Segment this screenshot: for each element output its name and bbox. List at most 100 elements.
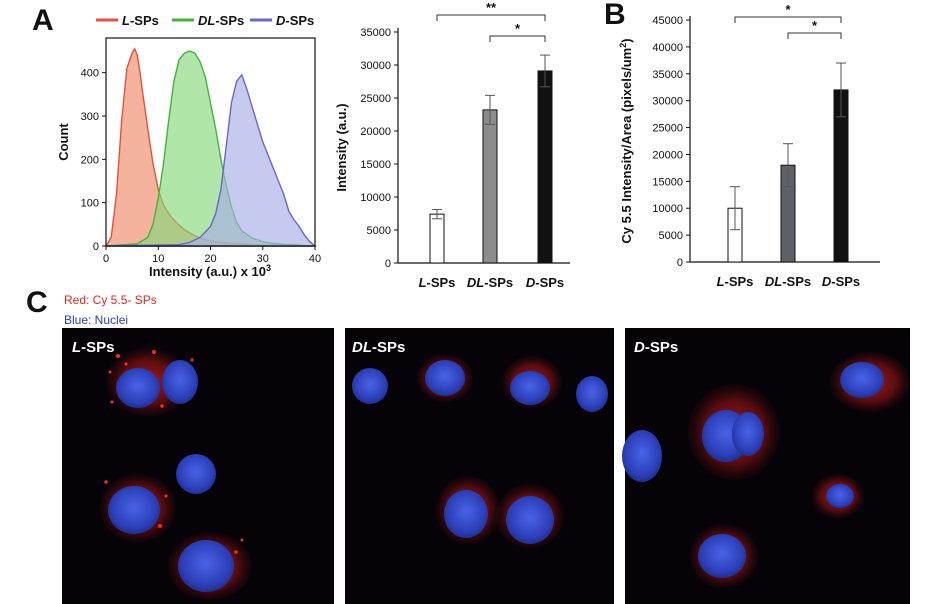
nucleus bbox=[352, 368, 388, 404]
y-tick-label: 5000 bbox=[659, 230, 683, 242]
y-tick-label: 25000 bbox=[360, 93, 391, 105]
histogram-x-tick-label: 0 bbox=[103, 253, 109, 265]
histogram-legend: L-SPs DL-SPs D-SPs bbox=[96, 13, 314, 28]
micrograph-l-sps: L-SPs bbox=[62, 328, 334, 604]
nucleus bbox=[444, 490, 488, 538]
y-axis-title: Intensity (a.u.) bbox=[334, 103, 349, 191]
nucleus bbox=[698, 534, 746, 578]
legend-entry-1: DL-SPs bbox=[172, 13, 244, 28]
y-tick-label: 10000 bbox=[360, 192, 391, 204]
nucleus bbox=[576, 376, 608, 412]
cell bbox=[688, 384, 780, 480]
nucleus bbox=[732, 412, 764, 456]
micrograph-d-sps: D-SPs bbox=[622, 328, 910, 604]
category-label-1: DL-SPs bbox=[765, 274, 811, 289]
legend-label: DL-SPs bbox=[198, 13, 244, 28]
micrograph-label-dl: DL-SPs bbox=[352, 339, 405, 356]
legend-entry-0: L-SPs bbox=[96, 13, 159, 28]
bar-1 bbox=[482, 109, 498, 264]
category-label-2: D-SPs bbox=[822, 274, 860, 289]
panel-letter-c: C bbox=[26, 286, 48, 319]
histogram-y-tick-label: 100 bbox=[81, 198, 99, 210]
cell bbox=[168, 532, 252, 600]
y-tick-label: 35000 bbox=[652, 69, 683, 81]
c-legend-blue: Blue: Nuclei bbox=[64, 313, 128, 327]
significance-bracket-1 bbox=[787, 32, 842, 39]
significance-bracket-1 bbox=[489, 35, 546, 42]
y-tick-label: 35000 bbox=[360, 27, 391, 39]
micrograph-label-l: L-SPs bbox=[72, 339, 115, 356]
histogram-y-tick-label: 400 bbox=[81, 68, 99, 80]
category-label-0: L-SPs bbox=[717, 274, 754, 289]
nucleus bbox=[506, 496, 554, 544]
cell bbox=[100, 474, 176, 542]
y-tick-label: 10000 bbox=[652, 203, 683, 215]
cell bbox=[812, 474, 864, 518]
micrograph-dl-sps: DL-SPs bbox=[345, 328, 614, 604]
histogram-series-2 bbox=[105, 73, 317, 247]
nucleus bbox=[176, 454, 216, 494]
histogram-series-group bbox=[104, 47, 317, 247]
nucleus bbox=[108, 486, 160, 534]
red-particles bbox=[104, 350, 244, 554]
legend-label: D-SPs bbox=[276, 13, 314, 28]
y-tick-label: 45000 bbox=[652, 15, 683, 27]
significance-bracket-0 bbox=[436, 14, 546, 21]
cell bbox=[502, 356, 562, 408]
y-tick-label: 0 bbox=[385, 258, 391, 270]
bar-0 bbox=[429, 213, 445, 264]
histogram-x-tick-label: 30 bbox=[257, 253, 269, 265]
histogram-x-tick-label: 10 bbox=[152, 253, 164, 265]
histogram-x-axis-title: Intensity (a.u.) x 103 bbox=[149, 263, 271, 279]
histogram-y-tick-label: 200 bbox=[81, 154, 99, 166]
y-axis-title: Cy 5.5 Intensity/Area (pixels/um2) bbox=[618, 38, 634, 243]
cell bbox=[690, 524, 758, 588]
nucleus bbox=[116, 368, 160, 408]
y-tick-label: 20000 bbox=[360, 126, 391, 138]
nucleus bbox=[622, 430, 662, 482]
significance-label-0: * bbox=[785, 2, 791, 17]
y-tick-label: 15000 bbox=[360, 159, 391, 171]
category-label-2: D-SPs bbox=[526, 275, 564, 290]
panel-letter-a: A bbox=[32, 4, 54, 37]
nucleus bbox=[840, 362, 884, 398]
micrograph-label-d: D-SPs bbox=[634, 339, 678, 356]
y-tick-label: 25000 bbox=[652, 123, 683, 135]
y-tick-label: 15000 bbox=[652, 176, 683, 188]
cell bbox=[436, 476, 500, 544]
y-tick-label: 20000 bbox=[652, 149, 683, 161]
significance-bracket-0 bbox=[734, 16, 842, 23]
histogram-y-axis-title: Count bbox=[56, 123, 71, 161]
bar-chart-a: 0 5000 10000 15000 20000 25000 30000 35000 Inten… bbox=[334, 0, 570, 290]
significance-label-1: * bbox=[515, 21, 521, 36]
histogram-x-tick-label: 40 bbox=[309, 253, 321, 265]
nucleus bbox=[425, 360, 465, 396]
legend-label: L-SPs bbox=[122, 13, 159, 28]
c-legend-red: Red: Cy 5.5- SPs bbox=[64, 293, 157, 307]
nucleus bbox=[162, 360, 198, 404]
y-tick-label: 30000 bbox=[360, 60, 391, 72]
panel-letter-b: B bbox=[604, 0, 626, 31]
bar-chart-b: 0 5000 10000 15000 20000 25000 30000 35000 40000… bbox=[618, 2, 880, 289]
histogram-y-tick-label: 300 bbox=[81, 111, 99, 123]
y-tick-label: 40000 bbox=[652, 42, 683, 54]
cell bbox=[830, 352, 910, 412]
category-label-1: DL-SPs bbox=[467, 275, 513, 290]
bar-2 bbox=[537, 70, 553, 264]
cell bbox=[496, 484, 564, 548]
nucleus bbox=[510, 371, 550, 405]
significance-label-0: ** bbox=[486, 0, 497, 15]
category-label-0: L-SPs bbox=[419, 275, 456, 290]
histogram-x-tick-label: 20 bbox=[204, 253, 216, 265]
y-tick-label: 5000 bbox=[367, 225, 391, 237]
y-tick-label: 0 bbox=[677, 257, 683, 269]
y-tick-label: 30000 bbox=[652, 96, 683, 108]
nucleus bbox=[178, 540, 234, 592]
histogram-y-tick-label: 0 bbox=[93, 241, 99, 253]
significance-label-1: * bbox=[812, 18, 818, 33]
micrograph-background bbox=[345, 328, 614, 604]
legend-entry-2: D-SPs bbox=[250, 13, 314, 28]
